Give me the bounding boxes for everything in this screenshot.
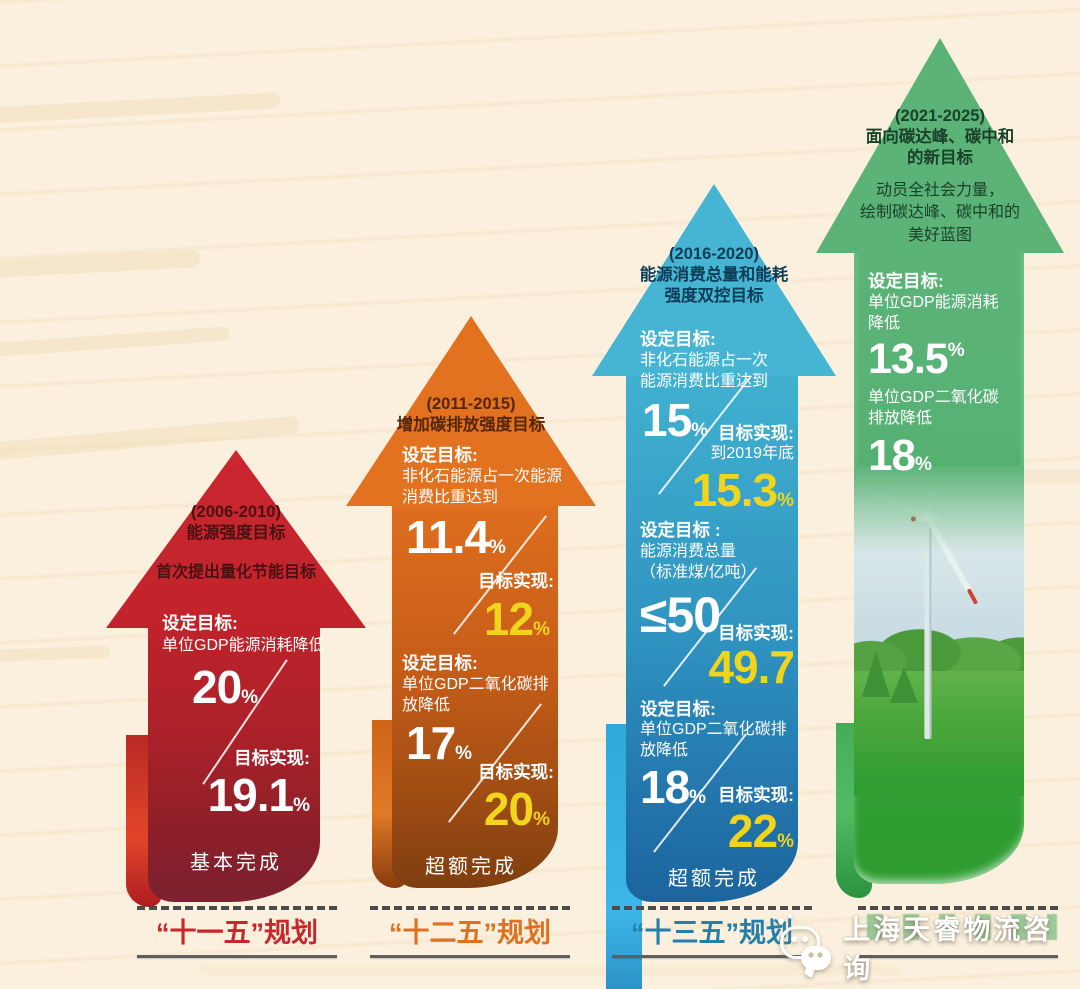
realized-value: 22% [727,805,794,857]
realized-note: 到2019年底 [710,445,794,462]
realized-value: 49.7 [708,641,795,693]
conifer-tree [890,667,918,704]
realized-label: 目标实现: [234,748,310,768]
goal-value: 15% [642,394,709,446]
status-text: 超额完成 [425,856,517,878]
arrow-shaft [148,626,320,902]
goal-label: 设定目标: [868,271,944,291]
goal-desc: 能源消费总量 （标准煤/亿吨） [640,543,757,581]
realized-value: 12% [483,593,550,645]
arrow-shaft [854,251,1024,884]
goal-value: 18% [868,431,932,480]
realized-label: 目标实现: [478,762,554,782]
underline [612,955,812,958]
photo-fade [854,466,1024,552]
wechat-icon [778,914,833,972]
goal-value: ≤50 [640,587,721,643]
goal-label: 设定目标: [402,653,478,673]
dashed-line [137,906,337,910]
conifer-tree [862,650,890,697]
period-label: (2021-2025) [895,107,985,125]
background-streak [0,92,281,124]
plan-label-12th: “十二五”规划 [389,918,551,948]
plan-footer-13th: “十三五”规划 [612,906,812,958]
plan-label-11th: “十一五”规划 [156,918,318,948]
arrow-shaft [626,374,798,902]
goal-label: 设定目标 : [640,520,721,540]
background-streak [0,248,201,280]
watermark-text: 上海天睿物流咨询 [843,915,1054,984]
status-text: 基本完成 [190,852,282,874]
goal-value: 17% [406,717,473,769]
goal-desc: 单位GDP能源消耗 降低 [868,294,999,332]
plan-arrow-2021-2025: (2021-2025) 面向碳达峰、碳中和 的新目标 动员全社会力量， 绘制碳达… [816,38,1064,898]
arrow-intro: 动员全社会力量， 绘制碳达峰、碳中和的 美好蓝图 [859,182,1020,244]
goal-label: 设定目标: [640,329,716,349]
watermark: 上海天睿物流咨询 [778,908,1080,986]
dashed-line [370,906,570,910]
wechat-icon-dot [778,918,784,924]
period-label: (2006-2010) [191,503,281,521]
photo-fade [854,737,1024,796]
plan-arrow-13th-fyp: (2016-2020) 能源消费总量和能耗 强度双控目标 设定目标: 非化石能源… [592,184,836,989]
obscured-green-text [867,914,1058,940]
wechat-bubble [780,926,820,959]
plan-arrow-11th-fyp: (2006-2010) 能源强度目标 首次提出量化节能目标 设定目标: 单位GD… [106,450,366,920]
arrow-title: 面向碳达峰、碳中和 的新目标 [865,128,1015,168]
underline [858,955,1058,958]
arrow-shaft [392,504,558,888]
goal-value: 11.4% [406,511,506,563]
period-label: (2016-2020) [669,245,759,263]
realized-label: 目标实现: [718,423,794,443]
wind-farm-photo [854,466,1024,796]
realized-value: 20% [483,783,550,835]
status-text: 超额完成 [668,868,760,890]
arrow-title: 增加碳排放强度目标 [396,416,546,435]
arrow-intro: 首次提出量化节能目标 [155,564,316,581]
underline [137,955,337,958]
period-label: (2011-2015) [426,395,516,413]
plan-label-13th: “十三五”规划 [631,918,793,948]
plan-arrow-12th-fyp: (2011-2015) 增加碳排放强度目标 设定目标: 非化石能源占一次能源 消… [346,316,596,896]
goal-desc: 单位GDP二氧化碳排 放降低 [640,721,787,759]
goal-value: 13.5% [868,335,965,383]
realized-label: 目标实现: [718,785,794,805]
plan-footer-2021-2025 [858,906,1058,958]
goal-label: 设定目标: [162,613,238,633]
goal-value: 20% [192,661,259,713]
dashed-line [858,906,1058,910]
background-streak [200,965,900,975]
goal-value: 18% [640,761,706,813]
realized-label: 目标实现: [718,623,794,643]
goal-desc: 单位GDP二氧化碳 排放降低 [868,389,999,427]
plan-footer-12th: “十二五”规划 [370,906,570,958]
goal-label: 设定目标: [402,445,478,465]
realized-value: 19.1% [207,769,310,821]
plan-footer-11th: “十一五”规划 [137,906,337,958]
goal-desc: 非化石能源占一次能源 消费比重达到 [402,468,563,506]
background-streak [0,645,111,663]
goal-label: 设定目标: [640,699,716,719]
goal-desc: 单位GDP二氧化碳排 放降低 [402,676,549,714]
arrow-title: 能源强度目标 [186,524,286,543]
background-streak [0,326,231,358]
goal-desc: 非化石能源占一次 能源消费比重达到 [640,352,769,390]
dashed-line [612,906,812,910]
wechat-icon-dot [788,914,792,918]
realized-value: 15.3% [691,464,794,516]
underline [370,955,570,958]
goal-desc: 单位GDP能源消耗降低 [162,637,325,654]
wechat-bubble [801,946,832,970]
arrow-title: 能源消费总量和能耗 强度双控目标 [639,266,789,306]
